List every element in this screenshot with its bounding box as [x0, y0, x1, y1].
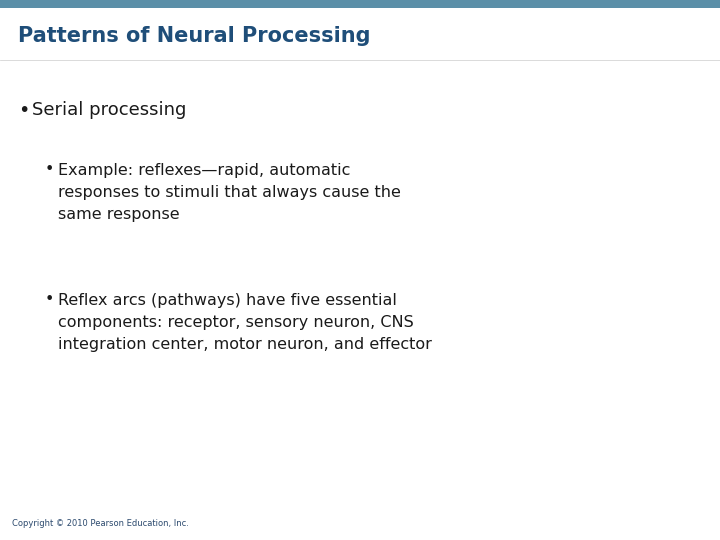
- Text: integration center, motor neuron, and effector: integration center, motor neuron, and ef…: [58, 336, 432, 352]
- Text: Serial processing: Serial processing: [32, 101, 186, 119]
- Text: •: •: [18, 100, 30, 119]
- Text: Patterns of Neural Processing: Patterns of Neural Processing: [18, 26, 371, 46]
- Text: Example: reflexes—rapid, automatic: Example: reflexes—rapid, automatic: [58, 163, 351, 178]
- Text: •: •: [45, 293, 55, 307]
- Text: Reflex arcs (pathways) have five essential: Reflex arcs (pathways) have five essenti…: [58, 293, 397, 307]
- Text: same response: same response: [58, 206, 179, 221]
- Text: Copyright © 2010 Pearson Education, Inc.: Copyright © 2010 Pearson Education, Inc.: [12, 519, 189, 528]
- Text: responses to stimuli that always cause the: responses to stimuli that always cause t…: [58, 185, 401, 199]
- Text: •: •: [45, 163, 55, 178]
- FancyBboxPatch shape: [0, 0, 720, 8]
- Text: components: receptor, sensory neuron, CNS: components: receptor, sensory neuron, CN…: [58, 314, 414, 329]
